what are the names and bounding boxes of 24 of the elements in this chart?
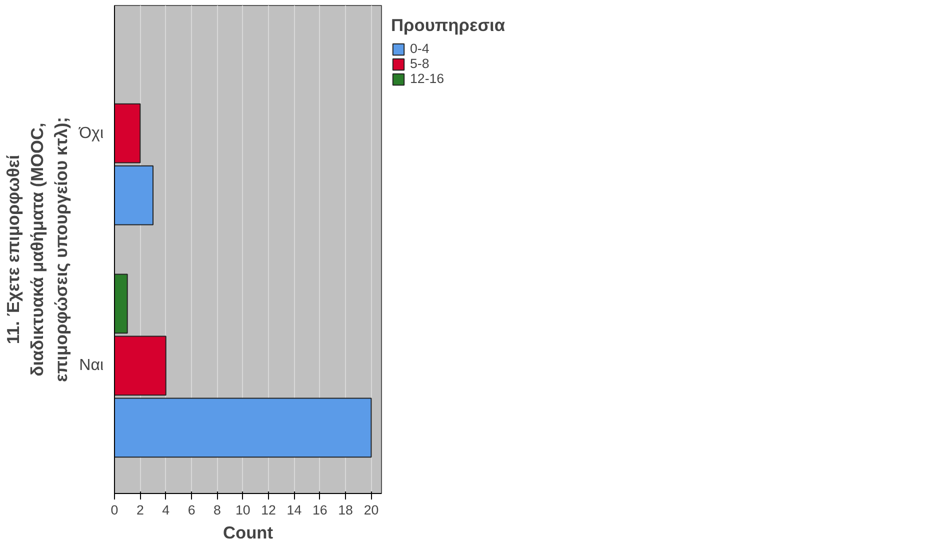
x-tick-label: 16 (312, 502, 328, 518)
x-axis-title: Count (222, 522, 274, 542)
y-axis-title: 11. Έχετε επιμορφωθεί διαδικτυακά μαθήματα (MOOC, επιμορφώσεις υπουργείου κτλ); (3, 117, 72, 382)
legend-label: 5-8 (410, 56, 430, 71)
x-tick-label: 10 (235, 502, 250, 518)
legend-label: 0-4 (410, 41, 430, 56)
bar (114, 336, 166, 396)
x-tick-label: 2 (136, 502, 144, 518)
x-tick-label: 20 (364, 502, 379, 518)
y-tick-label: Ναι (79, 357, 104, 374)
x-tick-label: 8 (213, 502, 221, 518)
y-tick-label: Όχι (78, 124, 104, 142)
x-tick-label: 6 (188, 502, 196, 518)
x-tick-label: 0 (110, 502, 118, 518)
x-tick-label: 4 (162, 502, 170, 518)
bar (114, 103, 141, 164)
x-tick-label: 12 (261, 502, 276, 518)
legend-label: 12-16 (410, 71, 444, 86)
x-tick-label: 18 (338, 502, 353, 518)
bar (114, 165, 154, 226)
legend-title: Προυπηρεσια (391, 15, 506, 36)
bar (114, 274, 128, 334)
bar (114, 398, 372, 458)
x-tick-label: 14 (286, 502, 302, 518)
